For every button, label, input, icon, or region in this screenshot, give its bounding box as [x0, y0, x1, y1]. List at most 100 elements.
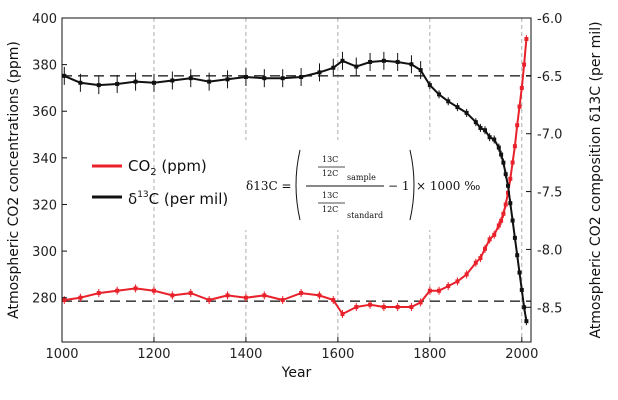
x-tick-label: 1400 — [229, 347, 262, 362]
data-point-d13c — [317, 70, 322, 75]
legend-label-d13c: δ13C (per mil) — [128, 190, 228, 208]
data-point-d13c — [409, 62, 414, 67]
equation-multiplier: × 1000 ‰ — [416, 179, 480, 193]
data-point-co2 — [503, 202, 508, 207]
data-point-d13c — [280, 76, 285, 81]
y-right-tick-label: -6.0 — [537, 12, 562, 27]
data-point-d13c — [427, 83, 432, 88]
y-right-tick-label: -7.0 — [537, 128, 562, 143]
data-point-d13c — [354, 64, 359, 69]
y-right-tick-label: -7.5 — [537, 186, 562, 201]
data-point-co2 — [510, 160, 515, 165]
x-axis: 1000 1200 1400 1600 1800 2000 — [45, 337, 538, 362]
data-point-co2 — [354, 305, 359, 310]
y-axis-right: -6.0 -6.5 -7.0 -7.5 -8.0 -8.5 — [526, 12, 562, 316]
data-point-d13c — [522, 305, 527, 310]
data-point-d13c — [115, 81, 120, 86]
series-line-d13c — [63, 59, 528, 322]
y-left-tick-label: 360 — [32, 105, 57, 120]
y-axis-left-title: Atmospheric CO2 concentrations (ppm) — [6, 41, 22, 319]
data-point-d13c — [331, 65, 336, 70]
x-tick-label: 1000 — [45, 347, 78, 362]
y-left-tick-label: 400 — [32, 12, 57, 27]
y-axis-left: 280 300 320 340 360 380 400 — [32, 12, 67, 307]
data-point-co2 — [496, 223, 501, 228]
data-point-d13c — [464, 110, 469, 115]
data-point-co2 — [78, 295, 83, 300]
equation-minus-one: − 1 — [388, 179, 410, 193]
data-point-co2 — [524, 36, 529, 41]
data-point-d13c — [473, 120, 478, 125]
series-layer — [62, 36, 529, 324]
equation-background — [236, 140, 442, 230]
data-point-co2 — [464, 272, 469, 277]
data-point-d13c — [170, 78, 175, 83]
data-point-d13c — [395, 59, 400, 64]
data-point-co2 — [499, 218, 504, 223]
data-point-d13c — [381, 58, 386, 63]
data-point-d13c — [496, 145, 501, 150]
data-point-co2 — [515, 123, 520, 128]
data-point-co2 — [207, 298, 212, 303]
data-point-d13c — [517, 270, 522, 275]
data-point-co2 — [170, 293, 175, 298]
y-right-tick-label: -8.0 — [537, 243, 562, 258]
x-tick-label: 2000 — [505, 347, 538, 362]
data-point-d13c — [455, 105, 460, 110]
data-point-co2 — [501, 211, 506, 216]
equation-paren-right — [409, 149, 415, 221]
data-point-co2 — [115, 288, 120, 293]
data-point-d13c — [96, 83, 101, 88]
data-point-d13c — [524, 319, 529, 324]
data-point-d13c — [501, 160, 506, 165]
data-point-co2 — [409, 305, 414, 310]
data-point-co2 — [478, 256, 483, 261]
data-point-d13c — [478, 125, 483, 130]
data-point-co2 — [96, 291, 101, 296]
y-left-tick-label: 320 — [32, 198, 57, 213]
data-point-co2 — [427, 288, 432, 293]
data-point-co2 — [522, 62, 527, 67]
y-left-tick-label: 340 — [32, 152, 57, 167]
data-point-co2 — [455, 279, 460, 284]
x-tick-label: 1800 — [413, 347, 446, 362]
plot-frame — [61, 17, 532, 343]
x-axis-title: Year — [281, 365, 312, 381]
equation-13c-bottom: 13C — [322, 191, 338, 200]
y-left-tick-label: 300 — [32, 245, 57, 260]
equation-12c-bottom: 12C — [322, 205, 338, 214]
data-point-d13c — [512, 235, 517, 240]
data-point-d13c — [151, 80, 156, 85]
data-point-co2 — [418, 300, 423, 305]
data-point-d13c — [340, 58, 345, 63]
data-point-d13c — [515, 253, 520, 258]
data-point-d13c — [299, 75, 304, 80]
data-point-co2 — [340, 312, 345, 317]
data-point-co2 — [243, 295, 248, 300]
x-tick-label: 1600 — [321, 347, 354, 362]
data-point-d13c — [418, 68, 423, 73]
data-point-d13c — [368, 59, 373, 64]
data-point-co2 — [368, 302, 373, 307]
y-axis-right-title: Atmospheric CO2 composition δ13C (per mi… — [588, 21, 604, 338]
data-point-co2 — [483, 246, 488, 251]
data-point-co2 — [188, 291, 193, 296]
data-point-d13c — [510, 218, 515, 223]
data-point-d13c — [133, 79, 138, 84]
y-left-tick-label: 280 — [32, 292, 57, 307]
data-point-d13c — [225, 77, 230, 82]
data-point-d13c — [437, 92, 442, 97]
data-point-d13c — [487, 135, 492, 140]
data-point-co2 — [446, 284, 451, 289]
data-point-co2 — [317, 293, 322, 298]
data-point-d13c — [78, 80, 83, 85]
data-point-d13c — [483, 128, 488, 133]
legend: CO2 (ppm) δ13C (per mil) — [92, 157, 228, 208]
data-point-d13c — [188, 76, 193, 81]
data-point-co2 — [473, 260, 478, 265]
data-point-co2 — [133, 286, 138, 291]
data-point-co2 — [280, 298, 285, 303]
data-point-co2 — [395, 305, 400, 310]
data-point-d13c — [499, 152, 504, 157]
